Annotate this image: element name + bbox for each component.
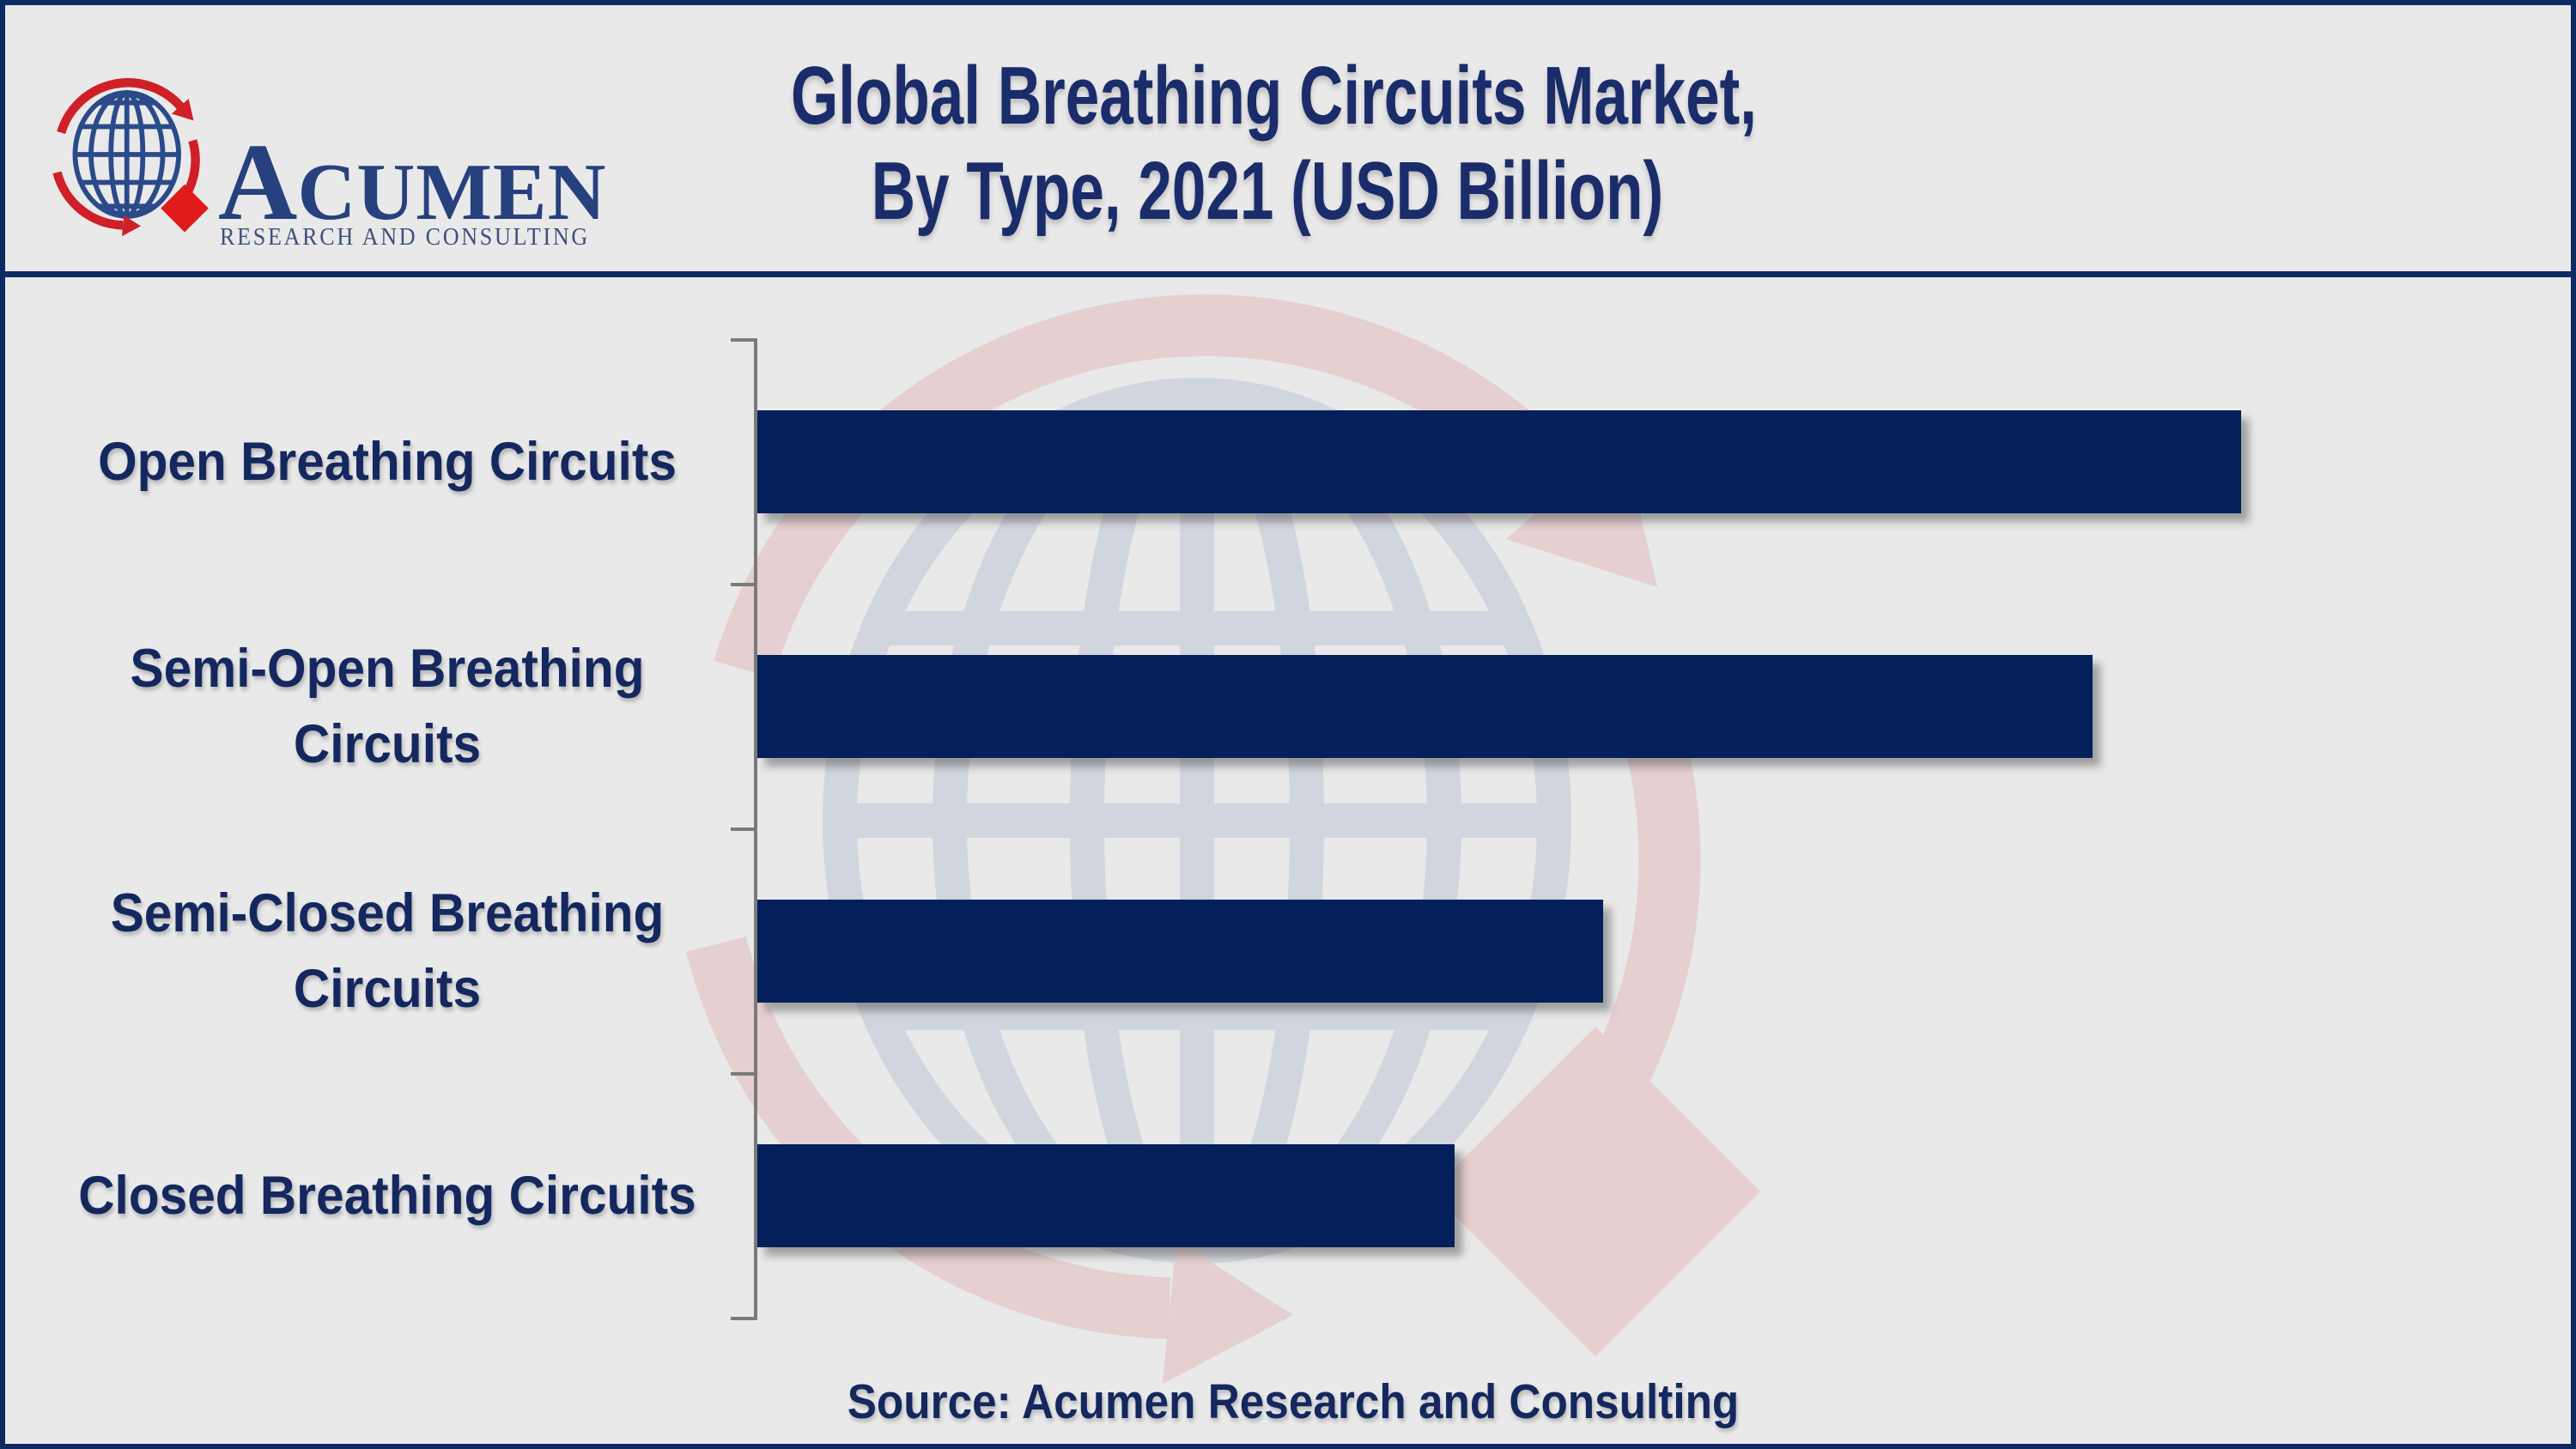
bar-open-breathing-circuits xyxy=(757,410,2241,513)
axis-tick xyxy=(731,828,756,831)
acumen-logo: ACUMEN RESEARCH AND CONSULTING xyxy=(41,55,606,251)
axis-tick xyxy=(731,583,756,586)
chart-title-line1: Global Breathing Circuits Market, xyxy=(791,50,1758,142)
chart-title: Global Breathing Circuits Market, By Typ… xyxy=(791,48,1758,239)
brand-rest: CUMEN xyxy=(297,148,607,237)
axis-tick xyxy=(731,1317,756,1320)
brand-text: ACUMEN xyxy=(218,127,607,237)
brand-subtitle: RESEARCH AND CONSULTING xyxy=(220,223,590,251)
watermark-globe-icon xyxy=(606,134,1980,1449)
category-label-semi-open: Semi-Open Breathing Circuits xyxy=(130,639,645,774)
category-label-semi-closed: Semi-Closed Breathing Circuits xyxy=(110,883,665,1019)
category-axis-line xyxy=(754,338,757,1320)
category-label-closed: Closed Breathing Circuits xyxy=(78,1166,696,1226)
brand-initial: A xyxy=(218,121,298,243)
category-label-open: Open Breathing Circuits xyxy=(98,432,677,492)
chart-title-line2: By Type, 2021 (USD Billion) xyxy=(871,145,1664,238)
axis-tick xyxy=(731,338,756,342)
source-note: Source: Acumen Research and Consulting xyxy=(847,1374,1740,1429)
acumen-globe-icon xyxy=(41,55,240,254)
bar-semi-closed-breathing-circuits xyxy=(757,900,1603,1003)
title-divider-rule xyxy=(5,271,2571,277)
bar-closed-breathing-circuits xyxy=(757,1144,1455,1247)
bar-semi-open-breathing-circuits xyxy=(757,655,2093,758)
axis-tick xyxy=(731,1072,756,1076)
